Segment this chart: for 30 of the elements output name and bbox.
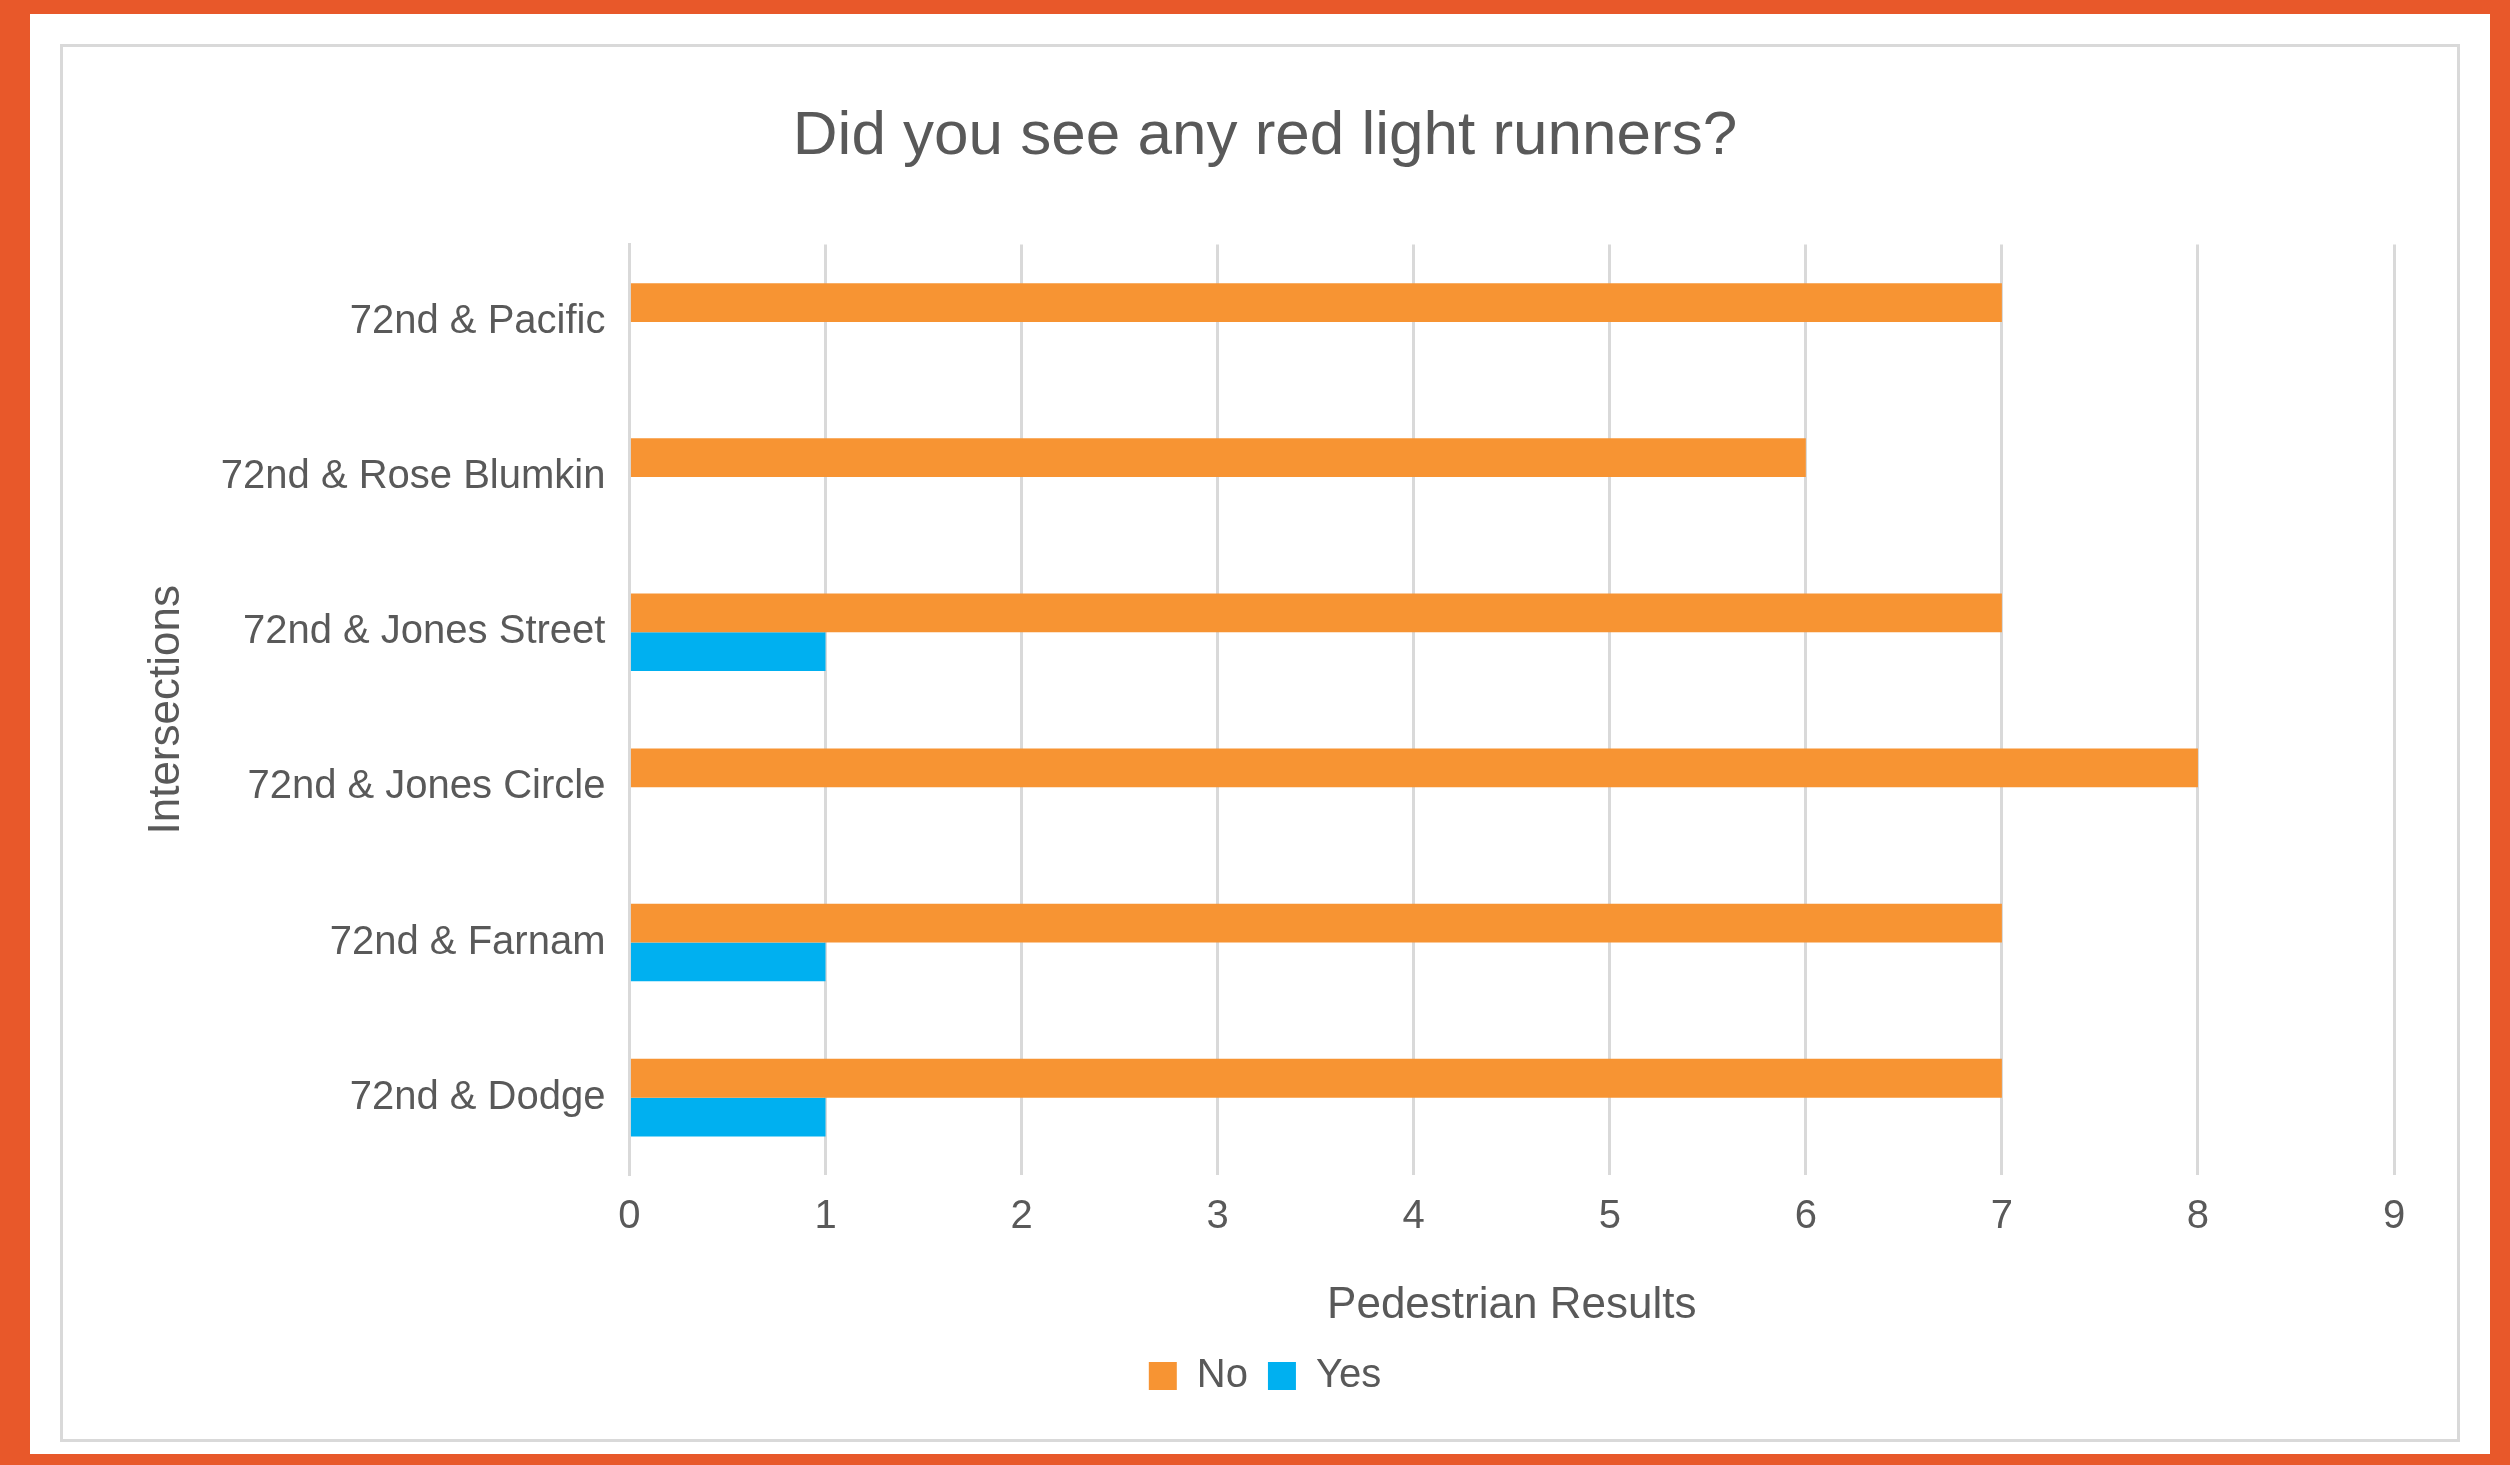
x-tick-label: 2 — [1010, 1192, 1033, 1237]
x-tick-label: 1 — [814, 1192, 837, 1237]
bar — [630, 283, 2002, 322]
bar — [630, 438, 1806, 478]
y-tick-label: 72nd & Jones Circle — [247, 762, 606, 807]
y-tick-label: 72nd & Farnam — [329, 917, 606, 962]
x-tick-label: 9 — [2382, 1192, 2406, 1237]
bar — [630, 1097, 826, 1137]
x-tick-label: 7 — [1990, 1192, 2013, 1237]
bar — [630, 748, 2198, 788]
x-tick-label: 4 — [1402, 1192, 1425, 1237]
x-tick-label: 3 — [1206, 1192, 1229, 1237]
x-tick-label: 8 — [2186, 1192, 2210, 1237]
legend-label: No — [1196, 1351, 1248, 1396]
bar — [630, 593, 2002, 633]
x-tick-label: 6 — [1794, 1192, 1817, 1237]
x-tick-label: 0 — [618, 1192, 641, 1237]
bar — [630, 903, 2002, 943]
bar — [630, 942, 826, 982]
x-tick-label: 5 — [1598, 1192, 1621, 1237]
y-tick-label: 72nd & Jones Street — [242, 607, 606, 652]
y-tick-label: 72nd & Rose Blumkin — [220, 452, 606, 497]
legend-label: Yes — [1315, 1351, 1382, 1396]
bar — [630, 1058, 2002, 1098]
x-axis-title: Pedestrian Results — [1327, 1277, 1697, 1327]
y-axis-title: Intersections — [138, 585, 188, 835]
chart-title: Did you see any red light runners? — [792, 98, 1738, 168]
bar — [630, 632, 826, 672]
y-tick-label: 72nd & Pacific — [349, 297, 606, 341]
y-tick-label: 72nd & Dodge — [349, 1072, 606, 1117]
